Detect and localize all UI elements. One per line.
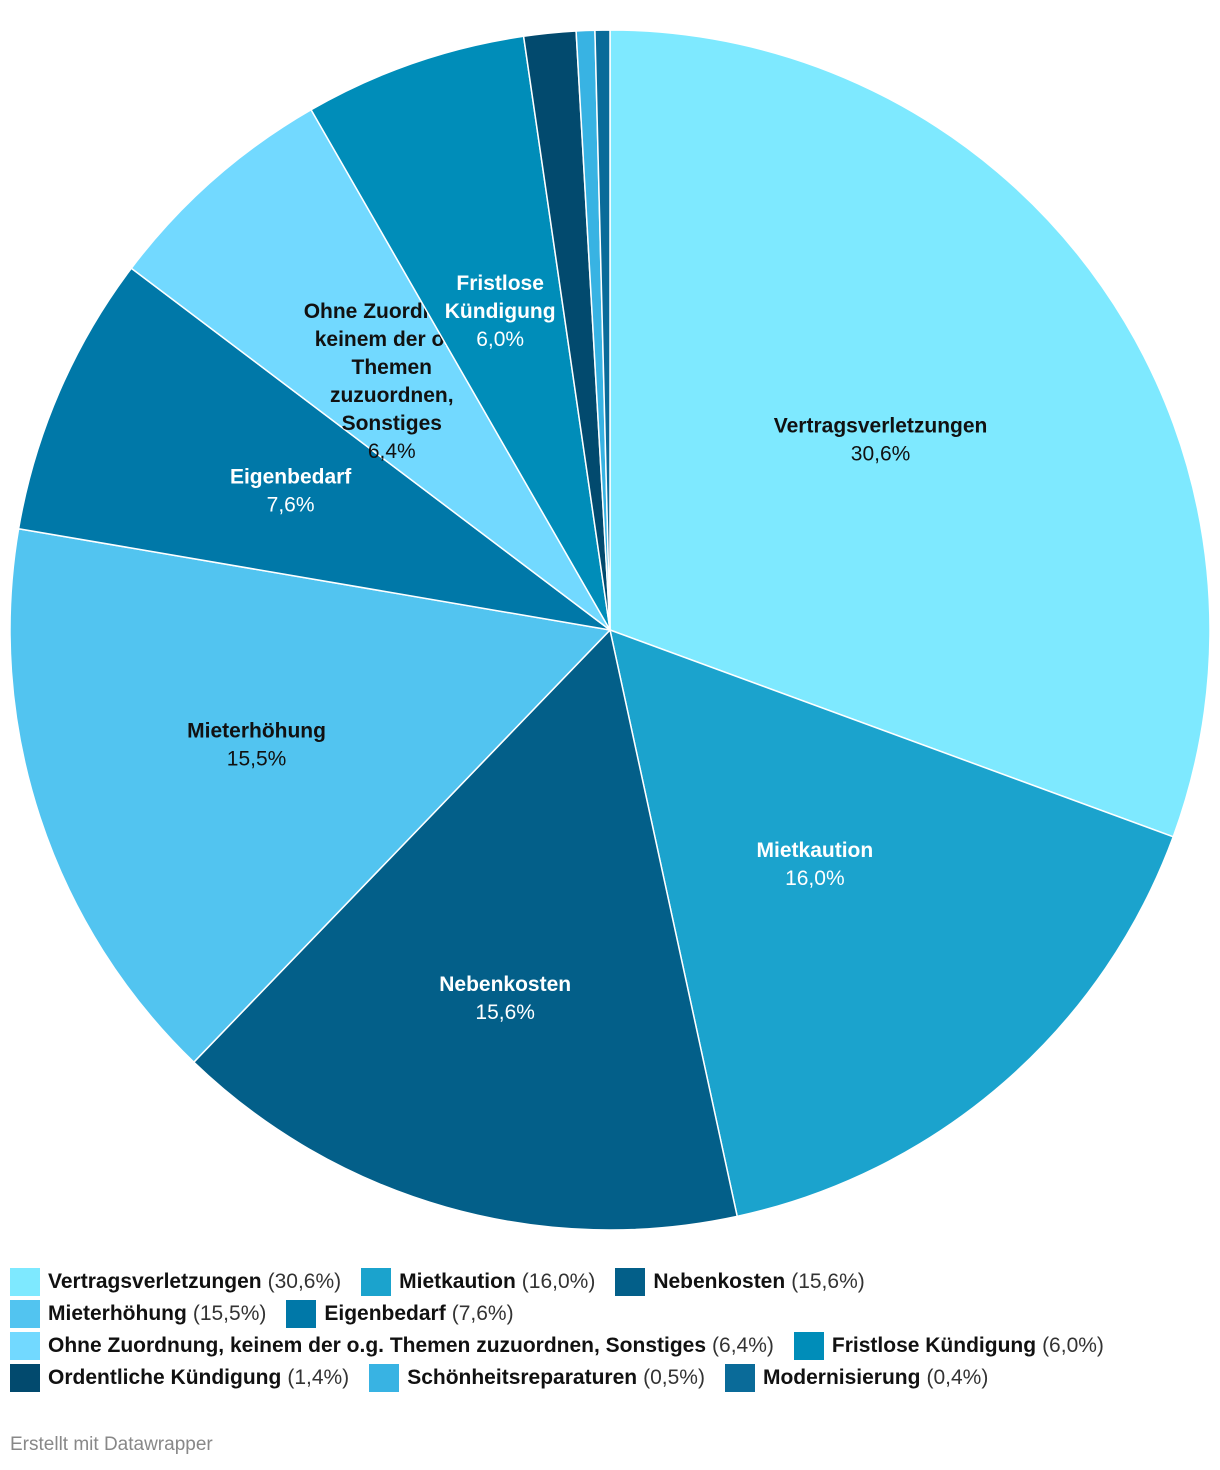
- legend-name: Nebenkosten: [653, 1270, 786, 1293]
- footer-credit: Erstellt mit Datawrapper: [10, 1434, 213, 1455]
- legend-name: Vertragsverletzungen: [48, 1270, 262, 1293]
- legend-swatch: [10, 1300, 40, 1328]
- legend-name: Fristlose Kündigung: [831, 1334, 1037, 1357]
- legend-value: (30,6%): [267, 1270, 342, 1293]
- slice-label-name: Mieterhöhung: [187, 720, 326, 743]
- legend-swatch: [369, 1364, 400, 1392]
- slice-label-vertragsverletzungen: Vertragsverletzungen 30,6%: [774, 415, 988, 466]
- legend-item-nebenkosten: Nebenkosten (15,6%): [615, 1266, 865, 1298]
- legend-swatch: [10, 1364, 40, 1392]
- legend-name: Eigenbedarf: [324, 1302, 446, 1325]
- legend-item-schonheitsreparaturen: Schönheitsreparaturen (0,5%): [369, 1362, 705, 1394]
- legend-item-mieterhohung: Mieterhöhung (15,5%): [10, 1298, 266, 1330]
- legend-row: Ohne Zuordnung, keinem der o.g. Themen z…: [10, 1330, 1210, 1362]
- legend-row: Ordentliche Kündigung (1,4%) Schönheitsrep…: [10, 1362, 1210, 1394]
- legend-swatch: [793, 1332, 824, 1360]
- legend-swatch: [361, 1268, 392, 1296]
- legend-name: Ohne Zuordnung, keinem der o.g. Themen z…: [48, 1334, 707, 1357]
- legend-value: (0,5%): [643, 1366, 705, 1389]
- pie-slice-nebenkosten: [192, 628, 739, 1231]
- slice-label-name: Mietkaution: [757, 839, 874, 862]
- legend-swatch: [286, 1300, 317, 1328]
- pie-slice-eigenbedarf: [17, 267, 611, 631]
- legend-value: (16,0%): [521, 1270, 596, 1293]
- legend-swatch: [10, 1268, 40, 1296]
- slice-label-value: 6,0%: [476, 328, 524, 351]
- slice-label-value: 6,4%: [368, 440, 416, 463]
- legend-swatch: [10, 1332, 40, 1360]
- legend-swatch: [615, 1268, 646, 1296]
- legend: Vertragsverletzungen (30,6%) Mietkaution (1…: [10, 1266, 1210, 1394]
- slice-label-eigenbedarf: Eigenbedarf 7,6%: [230, 465, 352, 516]
- slice-label-value: 15,6%: [475, 1001, 535, 1024]
- slice-label-name: Vertragsverletzungen: [774, 415, 988, 438]
- legend-name: Modernisierung: [762, 1366, 921, 1389]
- pie-slice-mieterhohung: [9, 527, 612, 1064]
- legend-item-modernisierung: Modernisierung (0,4%): [724, 1362, 989, 1394]
- slice-label-name: zuzuordnen,: [330, 384, 454, 407]
- slice-label-value: 15,5%: [227, 748, 287, 771]
- legend-item-ordentliche-kundigung: Ordentliche Kündigung (1,4%): [10, 1362, 349, 1394]
- pie-slice-vertragsverletzungen: [609, 29, 1211, 838]
- slice-label-ohne-zuordnung-keinem-der-o-g-themen-zuzuordnen-sonstiges: Ohne Zuordnung,keinem der o.g.Themenzuzu…: [304, 300, 480, 463]
- legend-value: (6,0%): [1042, 1334, 1104, 1357]
- legend-item-fristlose-kundigung: Fristlose Kündigung (6,0%): [793, 1330, 1104, 1362]
- legend-value: (0,4%): [926, 1366, 989, 1389]
- slice-label-value: 16,0%: [785, 867, 845, 890]
- slice-label-fristlose-kundigung: Fristlose Kündigung 6,0%: [445, 272, 556, 351]
- legend-name: Ordentliche Kündigung: [48, 1366, 282, 1389]
- legend-name: Mieterhöhung: [48, 1302, 187, 1325]
- legend-row: Vertragsverletzungen (30,6%) Mietkaution (1…: [10, 1266, 1210, 1298]
- legend-value: (15,5%): [192, 1302, 267, 1325]
- pie-slice-fristlose-kundigung: [310, 35, 611, 631]
- slice-label-name: Sonstiges: [342, 412, 442, 435]
- slice-label-mietkaution: Mietkaution 16,0%: [757, 839, 874, 890]
- slice-label-value: 30,6%: [851, 443, 911, 466]
- legend-value: (6,4%): [712, 1334, 774, 1357]
- legend-value: (7,6%): [451, 1302, 514, 1325]
- slice-label-name: Nebenkosten: [439, 973, 571, 996]
- legend-value: (1,4%): [287, 1366, 350, 1389]
- pie-chart: Vertragsverletzungen 30,6% Mietkaution 16,0…: [9, 29, 1211, 1231]
- pie-slice-mietkaution: [608, 628, 1175, 1218]
- slice-label-name: Eigenbedarf: [230, 465, 352, 488]
- legend-item-mietkaution: Mietkaution (16,0%): [361, 1266, 595, 1298]
- legend-name: Schönheitsreparaturen: [407, 1366, 638, 1389]
- slice-label-mieterhohung: Mieterhöhung 15,5%: [187, 720, 326, 771]
- pie-slice-ohne-zuordnung-keinem-der-o-g-themen-zuzuordnen-sonstiges: [130, 108, 611, 631]
- slice-label-value: 7,6%: [267, 493, 315, 516]
- legend-name: Mietkaution: [399, 1270, 516, 1293]
- legend-row: Mieterhöhung (15,5%) Eigenbedarf (7,6%): [10, 1298, 1210, 1330]
- slice-label-name: Kündigung: [445, 300, 556, 323]
- slice-label-name: Themen: [352, 356, 433, 379]
- legend-value: (15,6%): [791, 1270, 865, 1293]
- slice-label-name: keinem der o.g.: [315, 328, 469, 351]
- legend-item-ohne-zuordnung-keinem-der-o-g-themen-zuzuordnen-sonstiges: Ohne Zuordnung, keinem der o.g. Themen z…: [10, 1330, 774, 1362]
- slice-label-nebenkosten: Nebenkosten 15,6%: [439, 973, 571, 1024]
- legend-item-vertragsverletzungen: Vertragsverletzungen (30,6%): [10, 1266, 341, 1298]
- slice-label-name: Fristlose: [456, 272, 544, 295]
- pie-slice-modernisierung: [594, 29, 611, 631]
- legend-swatch: [724, 1364, 755, 1392]
- legend-item-eigenbedarf: Eigenbedarf (7,6%): [286, 1298, 514, 1330]
